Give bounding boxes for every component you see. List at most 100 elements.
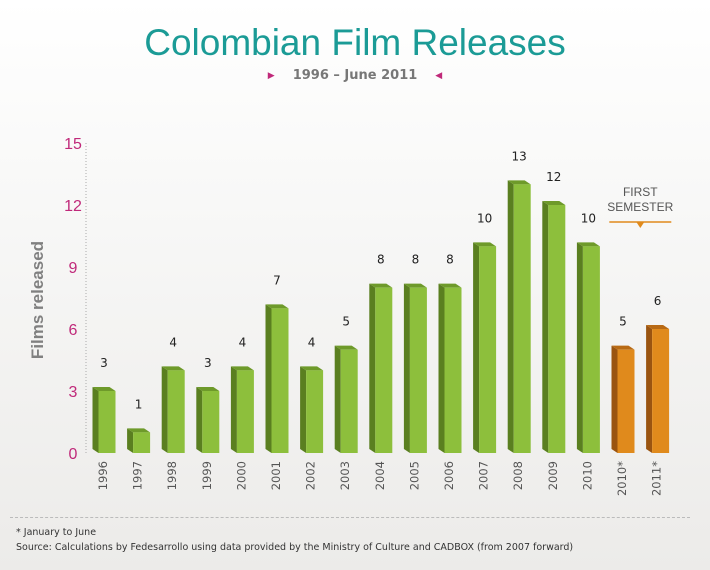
bar: [98, 391, 116, 453]
bar: [479, 246, 497, 453]
y-tick-label: 3: [69, 384, 78, 401]
bar-side: [369, 283, 376, 453]
y-tick-label: 9: [69, 260, 78, 277]
bar-side: [507, 180, 514, 454]
x-tick-label: 1997: [131, 461, 145, 490]
arrow-left-icon: ◀: [435, 71, 443, 81]
x-tick-label: 2007: [477, 461, 491, 490]
y-tick-label: 12: [64, 198, 82, 215]
bar: [306, 370, 324, 453]
data-label: 12: [546, 170, 561, 184]
bar-top: [161, 366, 185, 371]
bar-top: [542, 201, 566, 205]
bar-side: [403, 283, 410, 453]
data-label: 1: [135, 397, 143, 411]
x-tick-label: 2003: [338, 461, 352, 490]
bar: [271, 308, 289, 453]
data-label: 5: [342, 315, 350, 329]
data-label: 8: [412, 253, 420, 267]
data-label: 6: [654, 294, 662, 308]
bar: [582, 246, 600, 453]
bar-side: [300, 366, 307, 453]
x-tick-label: 2004: [373, 461, 387, 490]
x-tick-label: 1996: [96, 461, 110, 490]
subtitle-text: 1996 – June 2011: [292, 68, 418, 83]
bar: [652, 329, 670, 453]
x-tick-label: 2011*: [650, 461, 664, 496]
x-tick-label: 2010: [580, 461, 594, 490]
x-tick-label: 2006: [442, 461, 456, 490]
bar: [375, 287, 393, 453]
bar-side: [542, 201, 549, 453]
bar: [548, 205, 566, 453]
data-label: 8: [446, 253, 454, 267]
bar: [444, 287, 462, 453]
data-label: 5: [619, 315, 627, 329]
arrow-right-icon: ▶: [267, 71, 275, 81]
bar-top: [507, 180, 531, 185]
bar-top: [230, 366, 254, 371]
bar-top: [403, 283, 427, 288]
data-label: 10: [581, 211, 596, 225]
footnote-source: Source: Calculations by Fedesarrollo usi…: [16, 542, 574, 553]
annotation-line-1: FIRST: [623, 185, 658, 199]
bar-top: [92, 387, 116, 391]
bar: [236, 370, 254, 453]
bar-top: [265, 304, 289, 309]
data-label: 3: [100, 356, 108, 370]
bar-side: [127, 428, 134, 453]
bar-top: [646, 325, 670, 329]
x-tick-label: 2002: [304, 461, 318, 490]
bar-side: [334, 345, 341, 453]
x-tick-label: 2009: [546, 461, 560, 490]
bar-side: [265, 304, 272, 453]
bar-top: [334, 345, 358, 350]
chart-title: Colombian Film Releases: [144, 22, 566, 63]
bar-top: [300, 366, 324, 371]
bar-top: [127, 428, 151, 433]
bar-top: [438, 283, 462, 288]
x-tick-label: 2008: [511, 461, 525, 490]
data-label: 8: [377, 253, 385, 267]
bar-top: [196, 387, 220, 391]
data-label: 13: [512, 149, 527, 163]
bar: [617, 349, 635, 453]
bar-side: [438, 283, 445, 453]
bar: [513, 184, 531, 454]
bar: [340, 349, 358, 453]
data-label: 10: [477, 211, 492, 225]
data-label: 4: [239, 335, 247, 349]
bar-side: [161, 366, 168, 453]
annotation-pointer-icon: [636, 222, 645, 228]
x-tick-label: 2010*: [615, 461, 629, 496]
x-tick-label: 1998: [165, 461, 179, 490]
bar-side: [230, 366, 237, 453]
bar-side: [611, 345, 618, 453]
x-tick-label: 2005: [407, 461, 421, 490]
bar-side: [646, 325, 653, 453]
bar-top: [576, 242, 600, 247]
bar: [133, 432, 151, 453]
y-tick-label: 15: [64, 136, 82, 153]
data-label: 3: [204, 356, 212, 370]
bar-side: [92, 387, 99, 453]
bar-side: [473, 242, 480, 453]
y-tick-label: 0: [69, 446, 78, 463]
x-tick-label: 2000: [234, 461, 248, 490]
chart-subtitle: ▶ 1996 – June 2011 ◀: [0, 68, 710, 83]
bar: [202, 391, 220, 453]
footnote-note: * January to June: [16, 527, 97, 538]
bar-chart: 0 3 6 9 12 15 3 1996 1 1997 4 1998 3 1999 4 2000 7 2001 4 2…: [64, 136, 674, 496]
bar-side: [576, 242, 583, 453]
bar: [409, 287, 427, 453]
y-tick-label: 6: [69, 322, 78, 339]
bar: [167, 370, 185, 453]
annotation-line-2: SEMESTER: [607, 200, 673, 214]
bar-side: [196, 387, 203, 453]
bar-top: [473, 242, 497, 247]
footnote-divider: [10, 517, 690, 518]
data-label: 4: [169, 335, 177, 349]
x-tick-label: 1999: [200, 461, 214, 490]
data-label: 7: [273, 273, 281, 287]
bar-top: [369, 283, 393, 288]
